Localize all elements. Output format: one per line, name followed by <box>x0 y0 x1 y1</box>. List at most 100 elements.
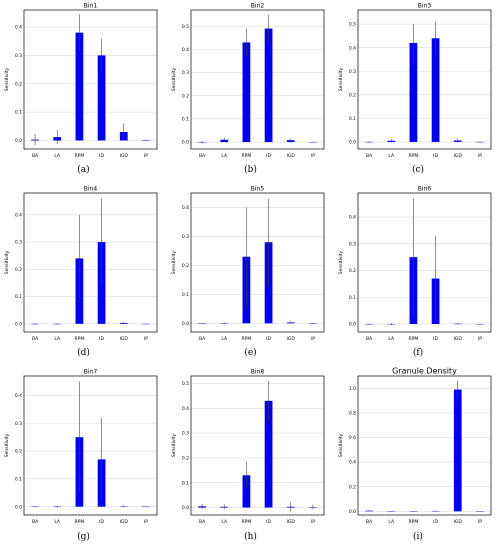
x-tick-label: IGD <box>454 153 463 159</box>
x-tick-label: ID <box>433 153 438 159</box>
chart-panel-8: 0.0 0.1 0.2 0.3 0.4 0.5 BA LA RPM ID IGD IP Bin8 Sens… <box>167 366 334 550</box>
y-tick-label: 0.2 <box>182 456 189 462</box>
x-tick-label: ID <box>266 519 271 525</box>
x-tick-label: IP <box>311 519 315 525</box>
x-tick-label: IGD <box>287 336 296 342</box>
chart-title: Bin6 <box>418 186 432 193</box>
chart-title: Bin8 <box>251 369 265 376</box>
x-tick-label: IP <box>311 153 315 159</box>
x-tick-label: ID <box>433 336 438 342</box>
y-tick-label: 0.1 <box>349 295 356 301</box>
y-tick-label: 0.0 <box>182 140 189 146</box>
y-axis-label: Sensitivity <box>171 433 177 457</box>
x-tick-label: IGD <box>120 336 129 342</box>
y-tick-label: 0.3 <box>182 431 189 437</box>
chart-panel-4: 0.0 0.1 0.2 0.3 0.4 BA LA RPM ID IGD IP Bin4 Sensiti… <box>0 183 167 366</box>
chart-title: Bin2 <box>251 3 265 10</box>
x-tick-label: IP <box>478 153 482 159</box>
y-tick-label: 0.2 <box>182 263 189 269</box>
x-tick-label: IGD <box>287 519 296 525</box>
x-tick-label: IP <box>311 336 315 342</box>
x-tick-label: ID <box>99 519 104 525</box>
panel-caption: (e) <box>244 348 257 358</box>
x-tick-label: BA <box>32 153 39 159</box>
bar-rpm <box>409 42 418 142</box>
plot-frame <box>190 9 325 150</box>
x-tick-label: RPM <box>242 336 252 342</box>
y-tick-label: 0.0 <box>182 321 189 327</box>
y-tick-label: 0.8 <box>349 411 356 417</box>
y-tick-label: 0.0 <box>15 138 22 144</box>
y-tick-label: 0.4 <box>182 205 189 211</box>
y-axis-label: Sensitivity <box>4 250 10 274</box>
x-tick-label: BA <box>366 336 373 342</box>
x-tick-label: LA <box>221 336 228 342</box>
x-tick-label: BA <box>366 153 373 159</box>
x-tick-label: RPM <box>409 336 419 342</box>
y-tick-label: 0.4 <box>182 406 189 412</box>
x-tick-label: LA <box>221 519 228 525</box>
y-tick-label: 0.5 <box>182 24 189 30</box>
chart-svg-7: 0.0 0.1 0.2 0.3 0.4 BA LA RPM ID IGD IP Bin7 Sensiti… <box>4 369 158 525</box>
y-tick-label: 0.0 <box>349 509 356 515</box>
panel-caption: (f) <box>412 348 424 358</box>
y-tick-label: 0.1 <box>182 292 189 298</box>
plot-frame <box>23 9 158 150</box>
panel-caption: (a) <box>77 165 90 175</box>
bar-id <box>97 55 106 141</box>
y-tick-label: 0.3 <box>182 234 189 240</box>
panel-caption: (i) <box>413 532 423 542</box>
chart-title: Granule Density <box>392 367 457 376</box>
chart-svg-6: 0.0 0.1 0.2 0.3 0.4 BA LA RPM ID IGD IP Bin6 Sensiti… <box>338 186 492 342</box>
x-tick-label: RPM <box>75 153 85 159</box>
x-tick-label: IP <box>144 336 148 342</box>
x-tick-label: ID <box>266 336 271 342</box>
chart-panel-2: 0.0 0.1 0.2 0.3 0.4 0.5 BA LA RPM ID IGD IP Bin2 Sens… <box>167 0 334 183</box>
x-tick-label: RPM <box>409 519 419 525</box>
y-tick-label: 0.4 <box>349 45 356 51</box>
chart-panel-5: 0.0 0.1 0.2 0.3 0.4 BA LA RPM ID IGD IP Bin5 Sensiti… <box>167 183 334 366</box>
plot-frame <box>357 9 492 150</box>
chart-panel-6: 0.0 0.1 0.2 0.3 0.4 BA LA RPM ID IGD IP Bin6 Sensiti… <box>334 183 502 366</box>
bar-id <box>264 28 273 143</box>
panel-caption: (h) <box>244 532 257 542</box>
x-tick-label: ID <box>99 153 104 159</box>
plot-frame <box>357 192 492 333</box>
chart-title: Bin4 <box>84 186 98 193</box>
x-tick-label: BA <box>199 519 206 525</box>
y-tick-label: 0.3 <box>15 421 22 427</box>
x-tick-label: IGD <box>454 519 463 525</box>
y-tick-label: 0.5 <box>349 22 356 28</box>
y-tick-label: 0.6 <box>349 435 356 441</box>
y-tick-label: 0.2 <box>349 268 356 274</box>
chart-panel-3: 0.0 0.1 0.2 0.3 0.4 0.5 BA LA RPM ID IGD IP Bin3 Sens… <box>334 0 502 183</box>
y-tick-label: 0.3 <box>349 69 356 75</box>
y-tick-label: 0.1 <box>182 480 189 486</box>
x-tick-label: RPM <box>75 336 85 342</box>
y-tick-label: 0.3 <box>182 70 189 76</box>
x-tick-label: BA <box>199 336 206 342</box>
x-tick-label: LA <box>388 153 395 159</box>
y-axis-label: Sensitivity <box>4 67 10 91</box>
y-tick-label: 0.1 <box>182 116 189 122</box>
x-tick-label: ID <box>99 336 104 342</box>
y-tick-label: 1.0 <box>349 386 356 392</box>
chart-title: Bin7 <box>84 369 98 376</box>
y-tick-label: 0.3 <box>349 241 356 247</box>
x-tick-label: ID <box>433 519 438 525</box>
y-tick-label: 0.4 <box>15 25 22 31</box>
x-tick-label: LA <box>388 519 395 525</box>
y-tick-label: 0.3 <box>15 53 22 59</box>
chart-title: Bin3 <box>418 3 432 10</box>
y-axis-label: Sensitivity <box>338 433 344 457</box>
x-tick-label: IGD <box>120 519 129 525</box>
chart-svg-1: 0.0 0.1 0.2 0.3 0.4 BA LA RPM ID IGD IP Bin1 Sensiti… <box>4 3 158 159</box>
y-tick-label: 0.2 <box>15 81 22 87</box>
y-tick-label: 0.4 <box>349 215 356 221</box>
y-tick-label: 0.2 <box>15 449 22 455</box>
y-tick-label: 0.1 <box>15 476 22 482</box>
x-tick-label: IGD <box>120 153 129 159</box>
chart-title: Bin1 <box>84 3 98 10</box>
bar-rpm <box>242 475 251 508</box>
